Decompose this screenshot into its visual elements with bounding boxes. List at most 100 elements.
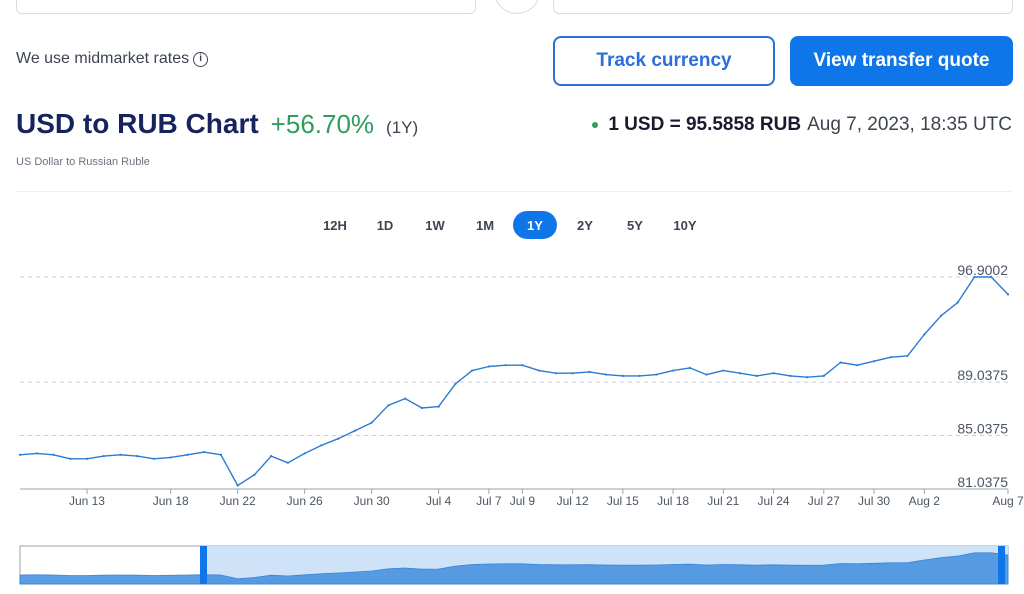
data-point [169,456,172,459]
data-point [320,444,323,447]
range-1y[interactable]: 1Y [513,211,557,239]
midmarket-label: We use midmarket rates [16,50,190,67]
data-point [822,374,825,378]
view-transfer-quote-button[interactable]: View transfer quote [790,36,1013,86]
data-point [270,454,273,458]
data-point [152,457,156,460]
data-point [571,372,574,375]
data-point [102,454,105,458]
data-point [671,369,675,372]
data-point [588,370,591,373]
data-point [437,405,440,408]
x-tick-label: Jul 15 [607,494,639,508]
x-tick-label: Jul 21 [707,494,739,508]
x-tick-label: Jul 7 [476,494,502,508]
x-tick-label: Aug 7 [992,494,1024,508]
amount-input[interactable] [16,0,476,14]
data-point [722,369,725,372]
range-12h[interactable]: 12H [323,217,347,233]
data-point [923,333,926,336]
data-point [990,275,993,279]
data-point [370,421,373,424]
x-tick-label: Jun 30 [354,494,390,508]
data-point [404,397,407,400]
data-point [839,361,842,364]
data-point [303,452,306,455]
data-point [35,452,38,455]
data-point [554,372,557,375]
navigator-handle[interactable] [200,546,207,584]
data-point [705,373,708,376]
data-point [286,461,290,464]
navigator-handle[interactable] [998,546,1005,584]
data-point [337,437,340,440]
x-tick-label: Jun 13 [69,494,105,508]
data-point [387,404,390,407]
data-point [420,406,423,410]
data-point [136,454,139,458]
data-point [621,374,624,378]
data-point [906,354,909,357]
x-tick-label: Jul 30 [858,494,890,508]
y-tick-label: 89.0375 [957,367,1008,383]
y-tick-label: 96.9002 [957,262,1008,278]
x-tick-label: Jul 24 [758,494,790,508]
data-point [52,453,55,456]
data-point [805,376,809,379]
midmarket-note: We use midmarket rates i [16,50,209,68]
data-point [504,364,507,367]
range-selector: 12H 1D 1W 1M 1Y 2Y 5Y 10Y [313,211,707,239]
rate-timestamp: Aug 7, 2023, 18:35 UTC [807,114,1012,135]
data-point [738,372,742,375]
x-tick-label: Jul 18 [657,494,689,508]
x-tick-label: Jun 26 [287,494,323,508]
data-point [1006,293,1010,296]
live-dot-icon [592,122,599,128]
period-label: (1Y) [386,118,419,137]
info-icon[interactable]: i [193,51,209,67]
navigator-area [19,552,1009,585]
range-2y[interactable]: 2Y [577,217,593,233]
data-point [521,364,524,367]
data-point [18,453,22,456]
data-point [538,369,541,372]
track-currency-button[interactable]: Track currency [553,36,775,86]
data-point [973,275,976,279]
data-point [253,473,256,476]
data-point [605,373,608,376]
currency-select[interactable] [553,0,1013,14]
data-point [856,364,859,367]
data-point [655,373,658,376]
data-point [236,484,239,487]
current-rate: 1 USD = 95.5858 RUB Aug 7, 2023, 18:35 U… [592,114,1012,136]
chart-heading: USD to RUB Chart +56.70% (1Y) [16,108,418,140]
range-1w[interactable]: 1W [425,217,445,233]
data-point [755,374,758,378]
data-point [203,450,206,454]
divider [16,191,1012,192]
range-10y[interactable]: 10Y [673,217,697,233]
data-point [638,374,641,378]
y-tick-label: 85.0375 [957,421,1008,437]
chart-subtitle: US Dollar to Russian Ruble [16,156,150,168]
data-point [688,366,691,369]
range-1m[interactable]: 1M [475,217,495,233]
data-point [353,429,357,432]
data-point [119,453,122,456]
data-point [487,365,490,368]
x-tick-label: Jul 9 [510,494,536,508]
x-tick-label: Jun 18 [153,494,189,508]
data-point [454,382,457,386]
data-point [772,372,775,375]
y-tick-label: 81.0375 [957,474,1008,490]
range-1d[interactable]: 1D [376,217,394,233]
page-title: USD to RUB Chart [16,108,259,139]
data-point [789,374,792,378]
x-tick-label: Jul 12 [557,494,589,508]
data-point [956,301,959,304]
data-point [85,457,89,460]
range-5y[interactable]: 5Y [627,217,643,233]
data-point [186,453,189,456]
data-point [69,457,72,460]
